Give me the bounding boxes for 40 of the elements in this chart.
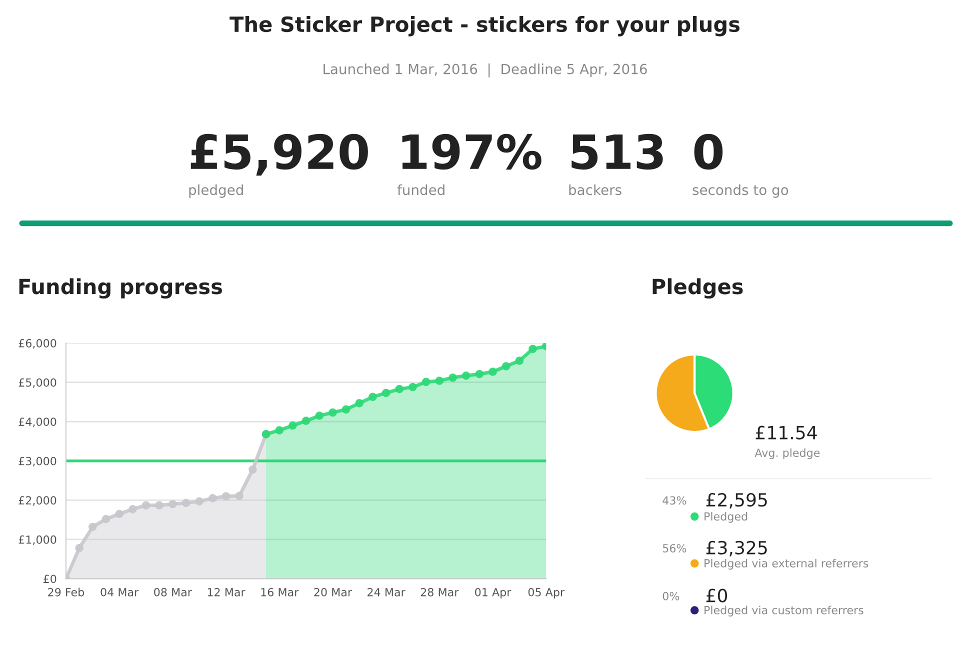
y-tick-label: £5,000: [18, 378, 56, 388]
text: 0: [694, 134, 723, 170]
y-tick-label: £1,000: [18, 535, 56, 545]
x-tick-label: 29 Feb: [48, 588, 84, 596]
text: 0%: [662, 592, 680, 600]
x-tick-label: 24 Mar: [368, 588, 406, 596]
text: 197%: [402, 134, 542, 170]
y-tick-label: £3,000: [18, 456, 56, 466]
text: seconds to go: [692, 184, 788, 198]
x-tick-label: 05 Apr: [528, 588, 565, 599]
y-tick-label: £2,000: [18, 496, 56, 506]
text: £0: [706, 588, 728, 602]
legend-label: Pledged via external referrers: [704, 558, 868, 570]
text: The Sticker Project - stickers for your plugs: [230, 16, 740, 36]
legend-label: Pledged via custom referrers: [704, 606, 864, 616]
data-label: £2,595: [706, 492, 767, 508]
chart-title: Funding progress: [19, 278, 222, 299]
text: Launched 1 Mar, 2016 | Deadline 5 Apr, 2016: [324, 63, 647, 78]
data-label: £3,325: [706, 540, 767, 556]
text: Avg. pledge: [754, 448, 820, 460]
text: £5,920: [190, 134, 368, 176]
y-tick-label: £4,000: [18, 418, 56, 428]
text: pledged: [189, 184, 243, 198]
legend-label: Pledged: [704, 512, 748, 523]
chart-title: Pledges: [652, 278, 743, 299]
text: 513: [572, 134, 663, 170]
y-tick-label: £6,000: [18, 339, 56, 349]
text: £11.54: [756, 426, 817, 440]
x-tick-label: 28 Mar: [420, 588, 459, 596]
x-tick-label: 01 Apr: [475, 588, 512, 599]
x-tick-label: 04 Mar: [100, 588, 139, 596]
y-tick-label: £0: [43, 574, 56, 584]
text: funded: [397, 184, 444, 196]
text: 43%: [662, 496, 686, 505]
x-tick-label: 08 Mar: [154, 588, 192, 596]
x-tick-label: 12 Mar: [208, 588, 246, 596]
x-tick-label: 20 Mar: [314, 588, 352, 596]
text: 56%: [662, 544, 686, 552]
x-tick-label: 16 Mar: [261, 588, 299, 596]
text: backers: [569, 184, 622, 196]
